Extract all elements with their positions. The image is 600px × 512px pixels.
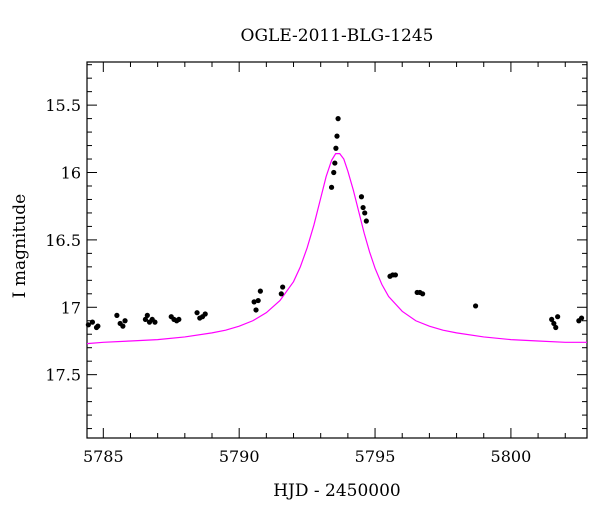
chart-title: OGLE-2011-BLG-1245: [241, 26, 434, 46]
data-point: [331, 169, 337, 176]
data-point: [251, 299, 257, 305]
data-point: [553, 324, 559, 331]
data-point: [95, 323, 101, 329]
plot-frame: [86, 61, 588, 439]
data-point: [334, 133, 340, 139]
data-point: [114, 312, 120, 318]
x-axis-label: HJD - 2450000: [273, 481, 401, 501]
y-tick-label: 16: [61, 164, 81, 183]
data-point: [472, 303, 479, 309]
data-point: [152, 319, 158, 325]
y-axis-tick-labels: 15.5 16 16.5 17 17.5: [45, 96, 81, 385]
data-point: [194, 310, 200, 316]
data-point: [332, 160, 338, 166]
data-point: [142, 316, 149, 323]
data-point: [333, 145, 339, 151]
data-point: [122, 318, 128, 324]
x-tick-label: 5785: [83, 447, 124, 466]
data-point: [578, 315, 585, 321]
data-point: [335, 116, 341, 122]
y-tick-label: 17.5: [45, 366, 81, 385]
y-tick-label: 17: [61, 298, 81, 317]
data-points: [85, 116, 585, 331]
data-point: [549, 316, 555, 323]
data-point: [253, 307, 259, 313]
data-point: [420, 291, 426, 297]
x-tick-label: 5790: [219, 447, 260, 466]
data-point: [144, 312, 150, 318]
x-tick-label: 5795: [355, 447, 396, 466]
data-point: [202, 311, 208, 317]
data-point: [85, 322, 91, 328]
data-point: [358, 194, 365, 200]
plot-border: [86, 61, 588, 439]
data-point: [120, 323, 126, 329]
data-point: [363, 218, 369, 224]
data-point: [255, 297, 261, 304]
data-point: [551, 320, 557, 327]
data-point: [392, 272, 399, 278]
x-tick-label: 5800: [491, 447, 532, 466]
y-axis-label: I magnitude: [10, 194, 30, 298]
data-point: [328, 184, 335, 190]
plot-area: [85, 116, 587, 345]
model-curve: [86, 153, 587, 345]
y-tick-label: 15.5: [45, 96, 81, 115]
data-point: [280, 284, 286, 290]
data-point: [278, 291, 284, 297]
data-point: [89, 319, 96, 325]
y-axis-ticks: [87, 64, 587, 430]
data-point: [362, 210, 368, 216]
y-tick-label: 16.5: [45, 231, 81, 250]
data-point: [176, 316, 182, 323]
data-point: [257, 288, 263, 294]
data-point: [555, 314, 561, 320]
data-point: [360, 204, 366, 211]
x-axis-ticks: [102, 62, 566, 438]
x-axis-tick-labels: 5785 5790 5795 5800: [83, 447, 531, 466]
